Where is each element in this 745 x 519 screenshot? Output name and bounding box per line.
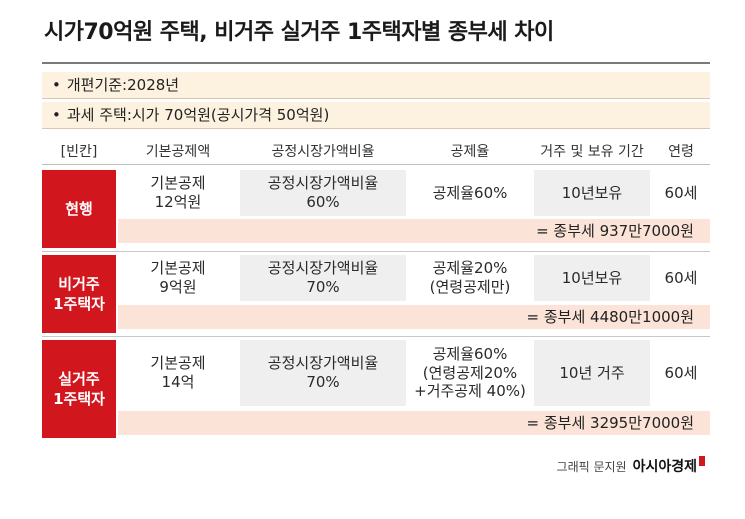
header-deduction: 기본공제액	[145, 144, 211, 160]
cell-ratio: 공정시장가액비율 70%	[240, 340, 406, 406]
cell-deduction: 기본공제 9억원	[118, 255, 238, 301]
header-age: 연령	[668, 144, 694, 160]
cell-period: 10년보유	[534, 255, 650, 301]
result-current: = 종부세 937만7000원	[118, 219, 710, 243]
header-blank: [빈칸]	[60, 144, 98, 160]
bullet-icon: •	[52, 106, 61, 124]
row-label-nonresident: 비거주 1주택자	[42, 255, 116, 333]
cell-deduction: 기본공제 12억원	[118, 170, 238, 216]
brand-mark-icon	[699, 456, 705, 466]
note-criteria: • 개편기준:2028년	[42, 72, 710, 99]
cell-period: 10년보유	[534, 170, 650, 216]
cell-age: 60세	[652, 255, 710, 301]
cell-age: 60세	[652, 170, 710, 216]
title-divider	[42, 62, 710, 64]
header-divider	[42, 164, 710, 165]
row-label-current: 현행	[42, 170, 116, 248]
cell-rate: 공제율60% (연령공제20% +거주공제 40%)	[408, 340, 532, 406]
note-taxed-house-text: 과세 주택:시가 70억원(공시가격 50억원)	[66, 106, 330, 124]
row-divider	[42, 336, 710, 337]
header-period: 거주 및 보유 기간	[540, 144, 644, 160]
brand-logo: 아시아경제	[632, 459, 697, 475]
cell-rate: 공제율60%	[408, 170, 532, 216]
header-ratio: 공정시장가액비율	[271, 144, 375, 160]
result-nonresident: = 종부세 4480만1000원	[118, 305, 710, 329]
row-label-resident: 실거주 1주택자	[42, 340, 116, 438]
cell-ratio: 공정시장가액비율 70%	[240, 255, 406, 301]
credit: 그래픽 문지원 아시아경제	[557, 456, 705, 476]
note-taxed-house: • 과세 주택:시가 70억원(공시가격 50억원)	[42, 102, 710, 129]
cell-ratio: 공정시장가액비율 60%	[240, 170, 406, 216]
cell-age: 60세	[652, 340, 710, 406]
result-resident: = 종부세 3295만7000원	[118, 411, 710, 435]
header-rate: 공제율	[450, 144, 490, 160]
credit-source: 그래픽 문지원	[556, 460, 627, 474]
bullet-icon: •	[52, 76, 61, 94]
cell-deduction: 기본공제 14억	[118, 340, 238, 406]
page-title: 시가70억원 주택, 비거주 실거주 1주택자별 종부세 차이	[44, 20, 554, 45]
cell-period: 10년 거주	[534, 340, 650, 406]
note-criteria-text: 개편기준:2028년	[66, 76, 180, 94]
cell-rate: 공제율20% (연령공제만)	[408, 255, 532, 301]
row-divider	[42, 251, 710, 252]
